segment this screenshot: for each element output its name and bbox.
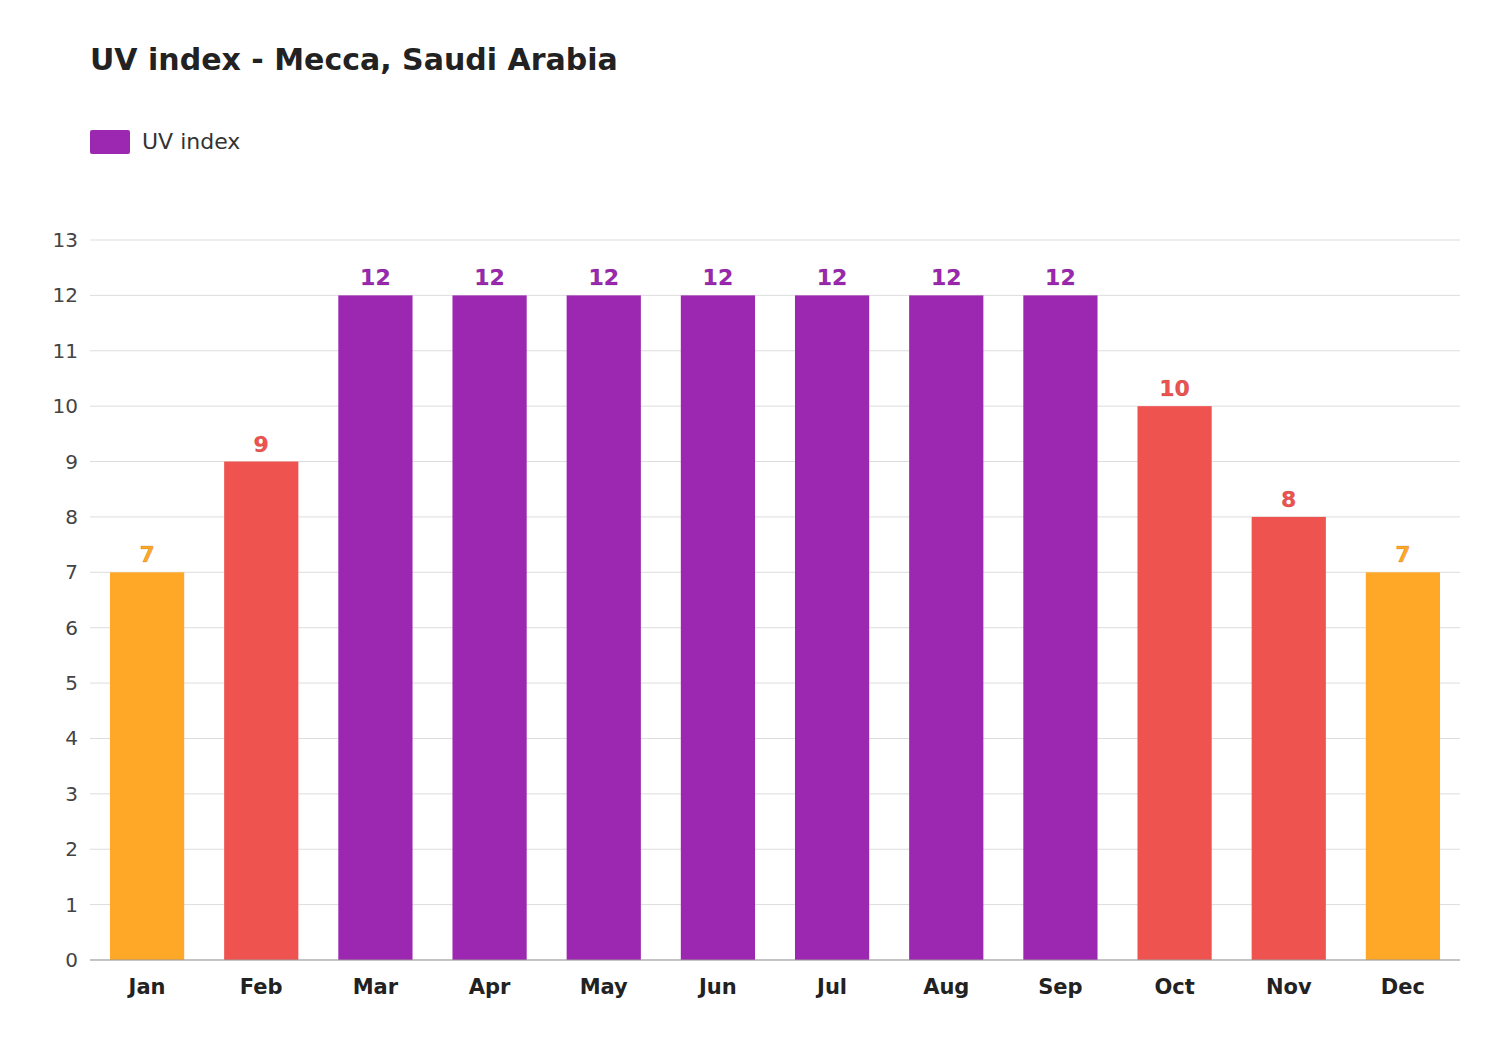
y-tick-label: 0 bbox=[65, 948, 78, 972]
x-tick-label: Oct bbox=[1154, 975, 1194, 999]
data-label: 12 bbox=[1045, 265, 1076, 290]
bar bbox=[567, 295, 641, 960]
y-tick-label: 2 bbox=[65, 837, 78, 861]
y-axis: 012345678910111213 bbox=[53, 228, 78, 972]
x-tick-label: Aug bbox=[923, 975, 969, 999]
y-tick-label: 9 bbox=[65, 450, 78, 474]
x-tick-label: Apr bbox=[469, 975, 511, 999]
x-axis-line bbox=[90, 960, 1460, 961]
data-label: 12 bbox=[474, 265, 505, 290]
legend: UV index bbox=[90, 129, 240, 154]
y-tick-label: 10 bbox=[53, 394, 78, 418]
chart: UV index - Mecca, Saudi Arabia UV index 0 1… bbox=[0, 0, 1500, 1050]
data-label: 12 bbox=[703, 265, 734, 290]
x-tick-label: Sep bbox=[1038, 975, 1082, 999]
grid-line bbox=[90, 406, 1460, 407]
data-label: 7 bbox=[139, 542, 154, 567]
y-tick-label: 12 bbox=[53, 283, 78, 307]
bar bbox=[110, 572, 184, 960]
bar bbox=[909, 295, 983, 960]
grid-line bbox=[90, 960, 1460, 961]
bar bbox=[452, 295, 526, 960]
data-label: 10 bbox=[1159, 376, 1190, 401]
bar bbox=[1252, 517, 1326, 960]
x-tick-label: Feb bbox=[240, 975, 283, 999]
data-label: 9 bbox=[254, 432, 269, 457]
grid bbox=[90, 240, 1460, 960]
grid-line bbox=[90, 295, 1460, 296]
bars bbox=[110, 295, 1440, 960]
data-label: 12 bbox=[931, 265, 962, 290]
x-tick-label: Jul bbox=[815, 975, 847, 999]
bar bbox=[795, 295, 869, 960]
bar bbox=[681, 295, 755, 960]
y-tick-label: 3 bbox=[65, 782, 78, 806]
y-tick-label: 8 bbox=[65, 505, 78, 529]
y-tick-label: 6 bbox=[65, 616, 78, 640]
bar bbox=[1023, 295, 1097, 960]
x-tick-label: Mar bbox=[353, 975, 399, 999]
x-tick-label: Dec bbox=[1381, 975, 1425, 999]
bar bbox=[1366, 572, 1440, 960]
x-tick-label: Jun bbox=[697, 975, 737, 999]
y-tick-label: 11 bbox=[53, 339, 78, 363]
x-axis: Jan Feb Mar Apr May Jun Jul Aug Sep Oct Nov Dec bbox=[90, 960, 1460, 999]
x-tick-label: Jan bbox=[127, 975, 166, 999]
bar bbox=[338, 295, 412, 960]
y-tick-label: 7 bbox=[65, 560, 78, 584]
data-label: 12 bbox=[817, 265, 848, 290]
y-tick-label: 13 bbox=[53, 228, 78, 252]
y-tick-label: 1 bbox=[65, 893, 78, 917]
data-label: 12 bbox=[360, 265, 391, 290]
bar bbox=[1137, 406, 1211, 960]
legend-label: UV index bbox=[142, 129, 240, 154]
y-tick-label: 5 bbox=[65, 671, 78, 695]
x-tick-label: May bbox=[580, 975, 628, 999]
x-tick-label: Nov bbox=[1266, 975, 1312, 999]
data-label: 12 bbox=[588, 265, 619, 290]
data-label: 8 bbox=[1281, 487, 1296, 512]
background bbox=[0, 0, 1500, 1050]
chart-container: UV index - Mecca, Saudi Arabia UV index 0 1… bbox=[0, 0, 1500, 1050]
data-label: 7 bbox=[1395, 542, 1410, 567]
grid-line bbox=[90, 350, 1460, 351]
data-labels: 7 9 12 12 12 12 12 12 12 10 8 7 bbox=[139, 265, 1410, 567]
grid-line bbox=[90, 240, 1460, 241]
legend-swatch bbox=[90, 130, 130, 154]
bar bbox=[224, 462, 298, 960]
title: UV index - Mecca, Saudi Arabia bbox=[90, 42, 618, 77]
y-tick-label: 4 bbox=[65, 726, 78, 750]
